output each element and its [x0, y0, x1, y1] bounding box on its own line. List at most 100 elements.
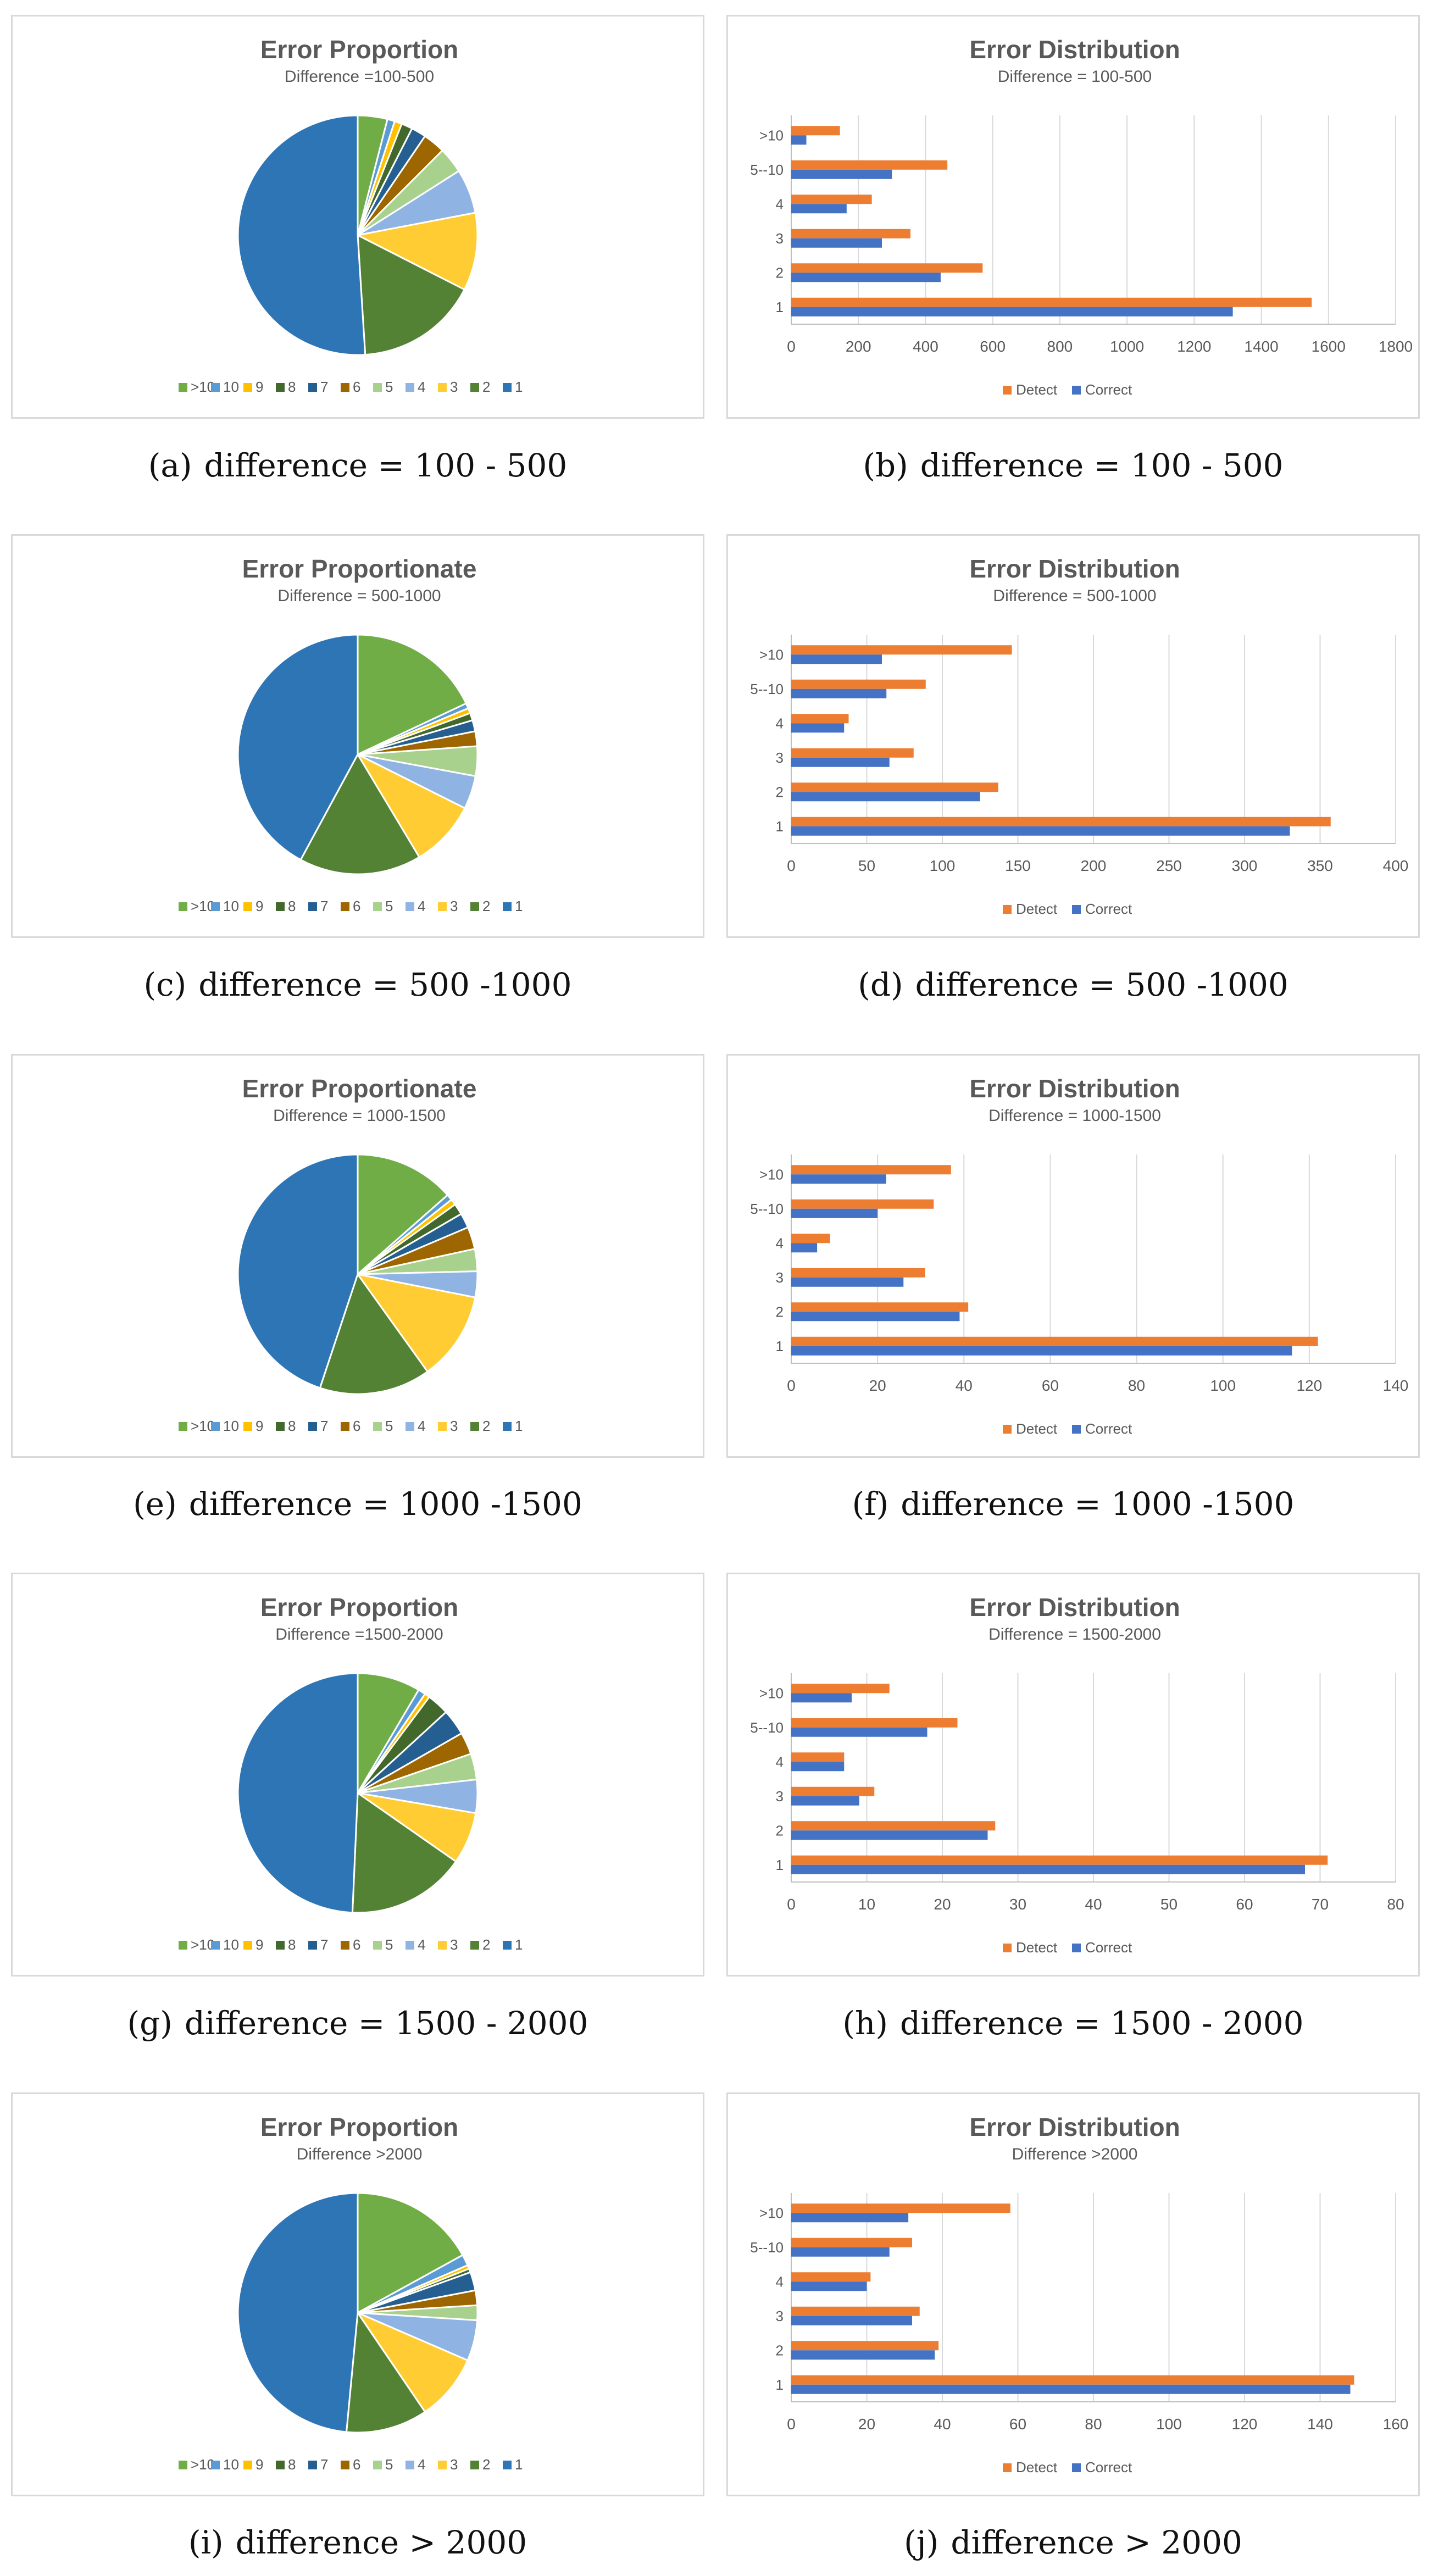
pie-slice [356, 752, 466, 858]
caption-label: (j) [904, 2524, 939, 2561]
legend-label: 10 [223, 1936, 239, 1953]
y-tick-label: 2 [776, 2342, 784, 2358]
caption-label: (e) [133, 1485, 177, 1523]
x-tick-label: 20 [869, 1377, 886, 1394]
bar-legend: Detect Correct [1003, 2459, 1132, 2475]
figure-caption: (d) difference = 500 -1000 [726, 966, 1420, 1003]
y-tick-label: 5--10 [750, 2239, 784, 2256]
figure-caption: (b) difference = 100 - 500 [726, 447, 1420, 484]
caption-text: difference = 100 - 500 [920, 447, 1284, 484]
legend-label: 8 [288, 1418, 296, 1434]
legend-swatch [179, 383, 187, 392]
legend-swatch [1072, 2463, 1081, 2472]
legend-swatch [438, 1422, 447, 1431]
legend-swatch [406, 1941, 414, 1950]
bar-detect [791, 748, 914, 758]
caption-label: (f) [852, 1485, 889, 1523]
pie-slice [299, 752, 421, 875]
pie-slice [356, 1273, 476, 1373]
pie-legend: >10 10 9 8 7 6 5 4 3 2 1 [179, 898, 523, 914]
legend-swatch [470, 1422, 479, 1431]
figure-caption: (a) difference = 100 - 500 [11, 447, 704, 484]
y-tick-label: 4 [776, 196, 784, 212]
pie-legend: >10 10 9 8 7 6 5 4 3 2 1 [179, 1936, 523, 1953]
chart-svg: Error Distribution Difference = 500-1000 0… [750, 554, 1408, 917]
legend-swatch [308, 2461, 317, 2469]
caption-text: difference = 1000 -1500 [901, 1485, 1295, 1523]
legend-swatch [503, 1422, 512, 1431]
chart-svg: Error Distribution Difference >2000 0 20 40 6… [750, 2113, 1408, 2475]
bar-detect [791, 195, 872, 204]
y-tick-label: 3 [776, 750, 784, 766]
legend-label: 1 [515, 1936, 523, 1953]
x-tick-label: 50 [1160, 1896, 1177, 1913]
caption-label: (g) [127, 2005, 173, 2042]
x-tick-label: 200 [846, 338, 871, 355]
x-tick-label: 400 [913, 338, 938, 355]
bar-detect [791, 1234, 830, 1243]
legend-label: 6 [353, 379, 360, 395]
bar-chart-panel: Error Distribution Difference = 500-1000 0… [726, 534, 1420, 938]
x-tick-label: 80 [1387, 1896, 1404, 1913]
x-tick-label: 0 [787, 2416, 796, 2433]
bar-correct [791, 204, 847, 214]
legend-label: 8 [288, 898, 296, 914]
pie-slice [237, 114, 366, 356]
pie-slice [357, 1672, 420, 1796]
legend-swatch [211, 902, 220, 911]
x-tick-label: 40 [934, 2416, 951, 2433]
chart-subtitle: Difference =1500-2000 [275, 1625, 443, 1644]
x-tick-label: 350 [1307, 857, 1333, 874]
legend-swatch [276, 902, 285, 911]
bar-correct [791, 307, 1233, 317]
bar-detect [791, 1302, 969, 1312]
legend-label: 1 [515, 898, 523, 914]
bar-detect [791, 2306, 920, 2316]
x-tick-label: 100 [1210, 1377, 1236, 1394]
legend-swatch [211, 1941, 220, 1950]
legend-label: 8 [288, 379, 296, 395]
x-tick-label: 800 [1047, 338, 1073, 355]
bar-detect [791, 1786, 875, 1796]
caption-label: (d) [858, 966, 903, 1003]
legend-label: Detect [1016, 1939, 1058, 1956]
x-tick-label: 120 [1296, 1377, 1322, 1394]
bar-detect [791, 817, 1331, 826]
pie-slice [357, 234, 466, 356]
caption-text: difference > 2000 [951, 2524, 1242, 2561]
bar-legend: Detect Correct [1003, 1939, 1132, 1956]
y-tick-label: 3 [776, 1269, 784, 1286]
chart-title: Error Proportion [260, 2113, 458, 2141]
legend-swatch [1003, 1425, 1012, 1434]
x-tick-label: 10 [858, 1896, 875, 1913]
legend-swatch [179, 1941, 187, 1950]
legend-swatch [1003, 1944, 1012, 1952]
legend-label: 3 [450, 2456, 458, 2473]
chart-svg: Error Proportion Difference >2000 >10 10 9 8 7… [179, 2113, 523, 2473]
pie-slice [237, 1153, 359, 1389]
chart-svg: Error Distribution Difference = 1000-1500… [750, 1074, 1408, 1437]
legend-label: Detect [1016, 381, 1058, 398]
legend-swatch [211, 1422, 220, 1431]
bar-correct [791, 273, 941, 282]
legend-swatch [1072, 905, 1081, 914]
bar-detect [791, 782, 998, 792]
legend-swatch [1072, 386, 1081, 395]
bar-correct [791, 1243, 818, 1253]
bar-chart-panel: Error Distribution Difference >2000 0 20 40 6… [726, 2092, 1420, 2496]
bar-detect [791, 1718, 958, 1728]
y-tick-label: 2 [776, 264, 784, 281]
pie-slice [319, 1272, 429, 1395]
bar-detect [791, 1752, 845, 1762]
legend-label: 6 [353, 1936, 360, 1953]
legend-label: 2 [482, 1936, 490, 1953]
legend-label: 9 [256, 1418, 263, 1434]
legend-swatch [211, 383, 220, 392]
bar-detect [791, 645, 1012, 655]
legend-label: 7 [320, 2456, 328, 2473]
pie-slice [357, 634, 468, 756]
y-tick-label: 5--10 [750, 1719, 784, 1736]
y-tick-label: 4 [776, 1753, 784, 1770]
x-tick-label: 40 [956, 1377, 973, 1394]
legend-label: 9 [256, 379, 263, 395]
